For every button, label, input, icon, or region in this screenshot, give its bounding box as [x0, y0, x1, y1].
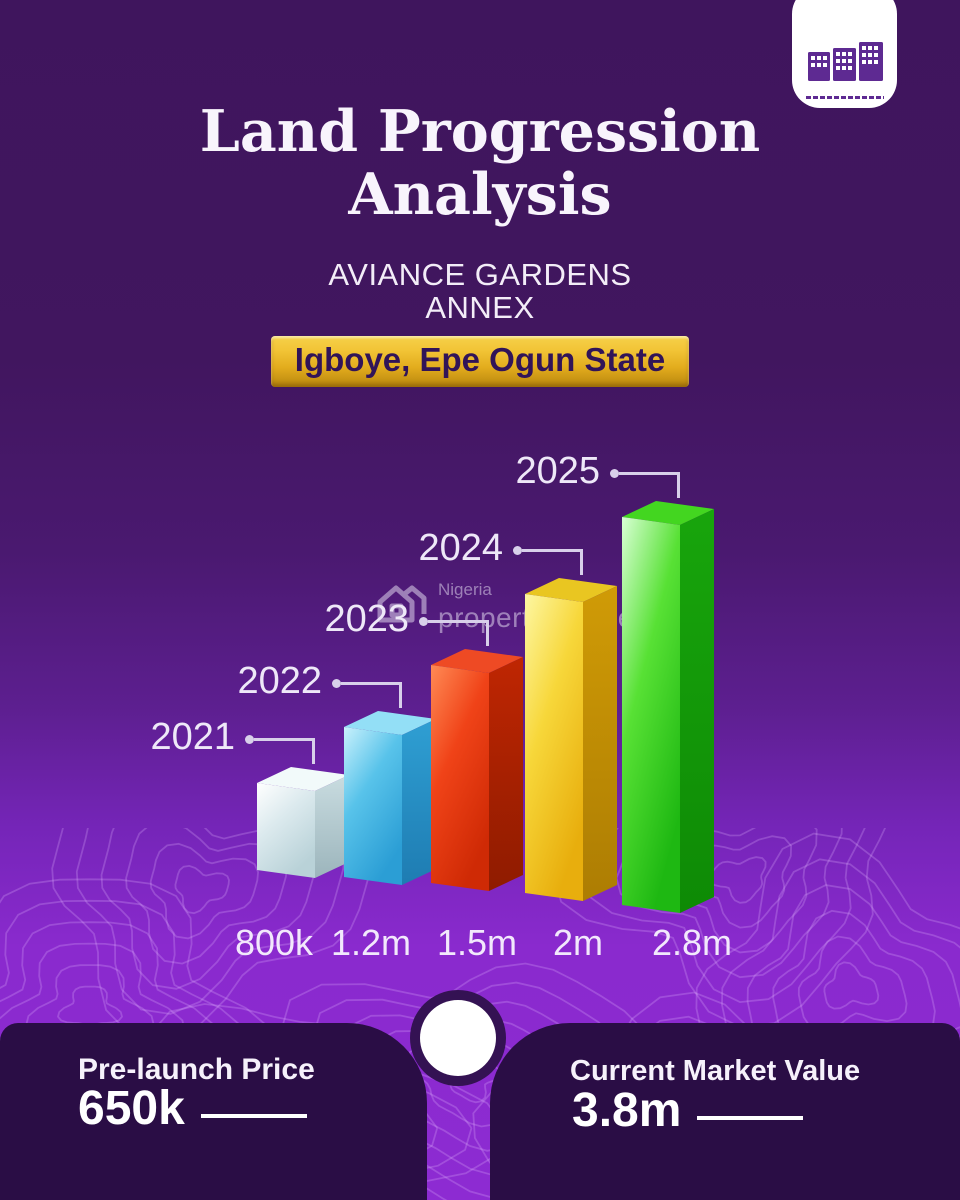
- bar-front-face: [257, 783, 315, 878]
- page-title: Land Progression Analysis: [0, 100, 960, 226]
- contour-line: [797, 935, 908, 1031]
- bar-top-face: [431, 649, 523, 673]
- year-label-2022: 2022: [237, 660, 322, 702]
- contour-line: [100, 828, 318, 990]
- company-logo: [792, 0, 897, 108]
- bar-side-face: [402, 719, 436, 885]
- center-badge-circle: [420, 1000, 496, 1076]
- logo-caption-text: [806, 96, 884, 99]
- value-label-2022: 1.2m: [330, 922, 412, 963]
- year-label-2024: 2024: [418, 527, 503, 569]
- prelaunch-price-label: Pre-launch Price: [78, 1053, 315, 1086]
- contour-line: [125, 828, 289, 965]
- connector-dot-2025: [610, 469, 619, 478]
- bar-2021: [257, 767, 349, 878]
- connector-hline-2023: [428, 619, 489, 623]
- bar-front-face: [431, 665, 489, 891]
- value-label-2025: 2.8m: [651, 922, 733, 963]
- contour-line: [51, 828, 376, 1041]
- prelaunch-price-value: 650k: [78, 1082, 185, 1135]
- center-badge-ring: [410, 990, 506, 1086]
- connector-hline-2024: [522, 548, 583, 552]
- market-value-card: Current Market Value 3.8m: [490, 1023, 960, 1200]
- bar-2022: [344, 711, 436, 885]
- bar-top-face: [257, 767, 349, 791]
- bar-side-face: [315, 775, 349, 878]
- connector-vline-2024: [580, 550, 583, 575]
- bar-side-face: [489, 657, 523, 891]
- connector-vline-2023: [486, 621, 489, 646]
- connector-dot-2024: [513, 546, 522, 555]
- prelaunch-underline: [200, 1114, 307, 1118]
- bar-2025: [622, 501, 714, 913]
- three-buildings-icon: [808, 42, 883, 81]
- value-label-2023: 1.5m: [436, 922, 518, 963]
- year-label-2023: 2023: [324, 598, 409, 640]
- connector-dot-2021: [245, 735, 254, 744]
- bar-front-face: [622, 517, 680, 913]
- connector-dot-2023: [419, 617, 428, 626]
- connector-vline-2025: [677, 473, 680, 498]
- market-value-label: Current Market Value: [570, 1055, 861, 1087]
- contour-line: [174, 864, 230, 915]
- year-label-2025: 2025: [515, 450, 600, 492]
- location-badge-wrap: Igboye, Epe Ogun State: [0, 336, 960, 387]
- bar-top-face: [525, 578, 617, 602]
- estate-name: AVIANCE GARDENS ANNEX: [0, 258, 960, 324]
- market-value-underline: [697, 1116, 804, 1120]
- value-label-2024: 2m: [552, 922, 604, 963]
- estate-name-line-1: AVIANCE GARDENS: [328, 257, 632, 292]
- title-line-2: Analysis: [348, 161, 612, 228]
- contour-line: [823, 961, 880, 1010]
- watermark-line-1: Nigeria: [438, 580, 492, 599]
- year-label-2021: 2021: [150, 716, 235, 758]
- prelaunch-price-card: Pre-launch Price 650k: [0, 1023, 427, 1200]
- connector-dot-2022: [332, 679, 341, 688]
- bar-top-face: [622, 501, 714, 525]
- bar-side-face: [583, 586, 617, 901]
- house-watermark-icon: [377, 585, 427, 623]
- bar-front-face: [525, 594, 583, 901]
- connector-hline-2022: [341, 681, 402, 685]
- value-label-2021: 800k: [234, 922, 314, 963]
- connector-hline-2025: [619, 471, 680, 475]
- contour-line: [75, 828, 347, 1015]
- bar-front-face: [344, 727, 402, 885]
- title-line-1: Land Progression: [199, 98, 761, 165]
- contour-line: [149, 842, 260, 940]
- bar-2023: [431, 649, 523, 891]
- connector-hline-2021: [254, 737, 315, 741]
- connector-vline-2021: [312, 739, 315, 764]
- location-badge: Igboye, Epe Ogun State: [270, 336, 690, 387]
- bar-2024: [525, 578, 617, 901]
- estate-name-line-2: ANNEX: [425, 290, 535, 325]
- bar-side-face: [680, 509, 714, 913]
- bar-top-face: [344, 711, 436, 735]
- market-value-value: 3.8m: [572, 1084, 682, 1137]
- connector-vline-2022: [399, 683, 402, 708]
